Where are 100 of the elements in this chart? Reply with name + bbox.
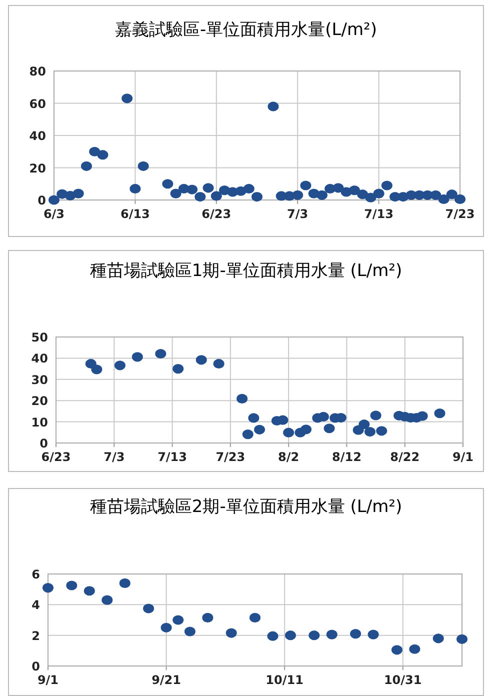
point	[376, 426, 388, 436]
point	[155, 348, 166, 359]
x-tick-label: 6/3	[43, 207, 65, 221]
x-tick-label: 7/3	[104, 450, 125, 464]
point	[248, 413, 260, 423]
point	[267, 631, 278, 641]
chart-title: 種苗場試驗區1期-單位面積用水量 (L/m²)	[88, 260, 404, 283]
x-tick-label: 8/22	[390, 450, 420, 464]
point	[48, 195, 60, 205]
point	[172, 364, 184, 374]
x-tick-label: 8/12	[332, 450, 362, 464]
point	[350, 629, 362, 639]
y-tick-label: 4	[32, 598, 40, 612]
x-tick-label: 7/3	[287, 207, 308, 221]
x-tick-label: 8/2	[278, 450, 300, 464]
point	[292, 190, 304, 200]
point	[409, 644, 420, 654]
point	[202, 183, 214, 193]
x-tick-label: 6/23	[41, 450, 71, 464]
point	[324, 424, 335, 434]
point	[143, 604, 154, 614]
point	[84, 586, 95, 596]
x-tick-label: 7/13	[364, 207, 394, 221]
y-tick-label: 0	[40, 436, 48, 450]
point	[454, 194, 466, 204]
y-tick-label: 6	[32, 568, 40, 582]
point	[358, 420, 370, 430]
y-tick-label: 10	[31, 415, 48, 430]
y-tick-label: 30	[31, 372, 48, 387]
point	[332, 183, 344, 193]
y-tick-label: 50	[31, 330, 48, 344]
point	[213, 358, 224, 369]
point	[432, 634, 444, 644]
point	[252, 192, 262, 202]
point	[85, 358, 96, 369]
point	[42, 583, 54, 593]
y-tick-label: 40	[29, 129, 46, 143]
y-tick-label: 40	[31, 352, 48, 366]
point	[202, 612, 214, 622]
x-tick-label: 6/13	[120, 207, 150, 221]
point	[381, 180, 392, 190]
x-tick-label: 9/1	[452, 450, 474, 464]
x-tick-label: 7/23	[216, 450, 246, 464]
point	[97, 150, 108, 160]
point	[430, 190, 442, 200]
point	[316, 190, 328, 200]
point	[370, 410, 382, 420]
point	[170, 188, 182, 198]
point	[300, 180, 312, 190]
point	[186, 184, 198, 194]
point	[242, 430, 254, 440]
point	[89, 146, 100, 156]
x-tick-label: 7/13	[158, 450, 188, 464]
x-tick-label: 6/23	[202, 207, 232, 221]
point	[119, 578, 130, 588]
point	[283, 428, 294, 438]
y-tick-label: 20	[29, 161, 46, 176]
point	[368, 630, 379, 640]
point	[91, 364, 102, 374]
point	[254, 424, 265, 434]
y-tick-label: 0	[32, 660, 40, 674]
point	[80, 161, 92, 171]
point	[138, 161, 149, 171]
y-tick-label: 20	[31, 394, 48, 408]
point	[326, 630, 338, 640]
point	[210, 191, 222, 201]
point	[132, 352, 143, 362]
point	[438, 194, 450, 204]
y-tick-label: 2	[32, 628, 40, 643]
x-tick-label: 7/23	[445, 207, 475, 221]
point	[184, 626, 196, 636]
y-tick-label: 0	[38, 194, 46, 208]
point	[114, 360, 126, 370]
x-tick-label: 10/11	[266, 673, 304, 687]
point	[122, 94, 133, 104]
point	[364, 426, 376, 437]
point	[226, 628, 237, 638]
point	[365, 192, 376, 202]
point	[456, 634, 468, 644]
point	[162, 179, 174, 189]
chart-title: 嘉義試驗區-單位面積用水量(L/m²)	[114, 19, 378, 42]
point	[416, 411, 428, 421]
point	[391, 645, 402, 655]
point	[268, 102, 279, 112]
point	[308, 630, 320, 640]
x-tick-label: 9/21	[152, 673, 182, 687]
chart-title: 種苗場試驗區2期-單位面積用水量 (L/m²)	[88, 496, 404, 519]
point	[66, 580, 78, 590]
point	[284, 630, 296, 640]
x-tick-label: 9/1	[37, 673, 59, 687]
point	[172, 615, 184, 625]
point	[194, 192, 206, 202]
point	[348, 186, 360, 196]
point	[236, 394, 248, 404]
point	[102, 595, 113, 605]
point	[72, 188, 84, 198]
point	[373, 188, 384, 198]
point	[250, 612, 260, 622]
point	[130, 184, 141, 194]
point	[300, 424, 312, 434]
